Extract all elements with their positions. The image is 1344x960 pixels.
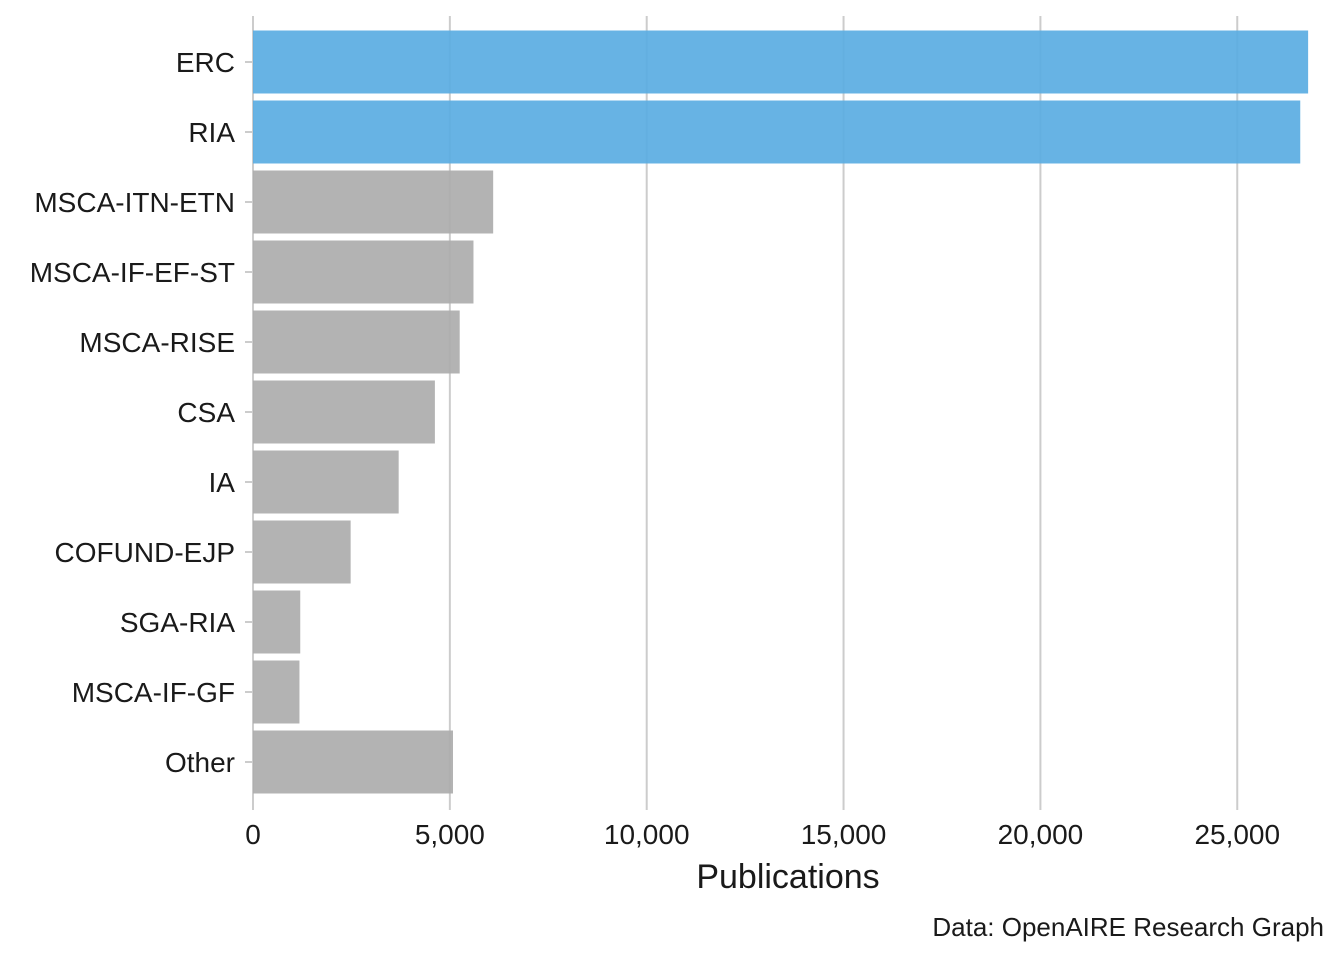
category-label: MSCA-ITN-ETN [34, 187, 235, 218]
category-label: RIA [188, 117, 235, 148]
x-axis-title: Publications [696, 858, 879, 896]
bar-msca-itn-etn [253, 170, 494, 234]
x-tick-label: 15,000 [801, 819, 887, 850]
bar-msca-if-ef-st [253, 240, 474, 304]
x-tick-label: 20,000 [998, 819, 1084, 850]
bars [253, 30, 1309, 794]
bar-ria [253, 100, 1301, 164]
x-tick-label: 25,000 [1194, 819, 1280, 850]
x-tick-label: 0 [245, 819, 261, 850]
category-label: COFUND-EJP [55, 537, 235, 568]
bar-erc [253, 30, 1309, 94]
bar-csa [253, 380, 435, 444]
x-tick-label: 10,000 [604, 819, 690, 850]
x-tick-labels: 0 5,000 10,000 15,000 20,000 25,000 [245, 819, 1280, 850]
category-labels: ERC RIA MSCA-ITN-ETN MSCA-IF-EF-ST MSCA-RISE… [30, 47, 236, 778]
category-label: MSCA-IF-GF [72, 677, 235, 708]
bar-cofund-ejp [253, 520, 351, 584]
category-label: ERC [176, 47, 235, 78]
x-tick-label: 5,000 [415, 819, 485, 850]
category-label: SGA-RIA [120, 607, 235, 638]
bar-sga-ria [253, 590, 301, 654]
bar-ia [253, 450, 399, 514]
bar-msca-if-gf [253, 660, 300, 724]
category-label: Other [165, 747, 235, 778]
category-label: CSA [177, 397, 235, 428]
data-source-caption: Data: OpenAIRE Research Graph [932, 912, 1324, 942]
category-label: MSCA-IF-EF-ST [30, 257, 235, 288]
category-label: IA [209, 467, 236, 498]
bar-other [253, 730, 454, 794]
bar-msca-rise [253, 310, 460, 374]
category-label: MSCA-RISE [79, 327, 235, 358]
